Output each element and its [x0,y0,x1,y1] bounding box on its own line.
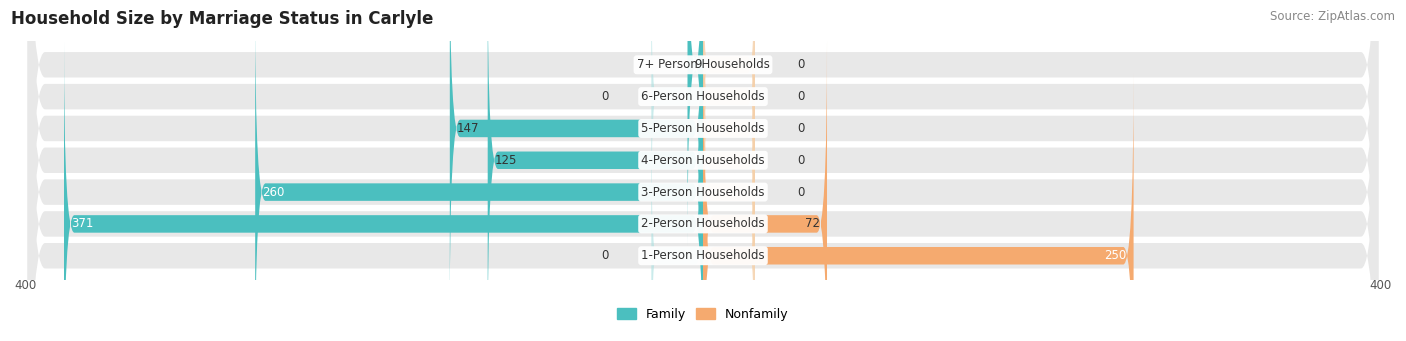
FancyBboxPatch shape [28,0,1378,341]
FancyBboxPatch shape [703,0,755,183]
Text: 125: 125 [495,154,517,167]
Text: 0: 0 [600,90,609,103]
Text: 6-Person Households: 6-Person Households [641,90,765,103]
Text: 0: 0 [797,186,806,198]
Text: 400: 400 [14,279,37,292]
FancyBboxPatch shape [703,0,755,215]
FancyBboxPatch shape [703,42,755,279]
Text: 3-Person Households: 3-Person Households [641,186,765,198]
FancyBboxPatch shape [651,0,703,215]
FancyBboxPatch shape [703,74,1133,341]
Text: 0: 0 [797,122,806,135]
Text: 250: 250 [1105,249,1126,262]
Text: 7+ Person Households: 7+ Person Households [637,58,769,71]
Text: 4-Person Households: 4-Person Households [641,154,765,167]
Text: 1-Person Households: 1-Person Households [641,249,765,262]
FancyBboxPatch shape [703,105,755,341]
Text: 9: 9 [695,58,702,71]
FancyBboxPatch shape [28,0,1378,341]
Text: 0: 0 [797,90,806,103]
Text: 260: 260 [262,186,284,198]
Text: 2-Person Households: 2-Person Households [641,218,765,231]
FancyBboxPatch shape [28,0,1378,341]
Text: 0: 0 [797,58,806,71]
FancyBboxPatch shape [28,0,1378,341]
Text: 0: 0 [797,154,806,167]
FancyBboxPatch shape [28,0,1378,341]
Text: 72: 72 [806,218,820,231]
FancyBboxPatch shape [65,42,703,341]
Text: Household Size by Marriage Status in Carlyle: Household Size by Marriage Status in Car… [11,10,433,28]
Text: 147: 147 [457,122,479,135]
FancyBboxPatch shape [703,42,827,341]
Text: Source: ZipAtlas.com: Source: ZipAtlas.com [1270,10,1395,23]
Text: 400: 400 [1369,279,1392,292]
Legend: Family, Nonfamily: Family, Nonfamily [612,303,794,326]
FancyBboxPatch shape [488,0,703,341]
FancyBboxPatch shape [688,0,703,247]
FancyBboxPatch shape [450,0,703,311]
FancyBboxPatch shape [703,74,755,311]
FancyBboxPatch shape [703,137,755,341]
FancyBboxPatch shape [651,137,703,341]
FancyBboxPatch shape [28,0,1378,341]
FancyBboxPatch shape [254,10,703,341]
Text: 5-Person Households: 5-Person Households [641,122,765,135]
Text: 371: 371 [70,218,93,231]
FancyBboxPatch shape [28,0,1378,341]
FancyBboxPatch shape [703,10,755,247]
Text: 0: 0 [600,249,609,262]
